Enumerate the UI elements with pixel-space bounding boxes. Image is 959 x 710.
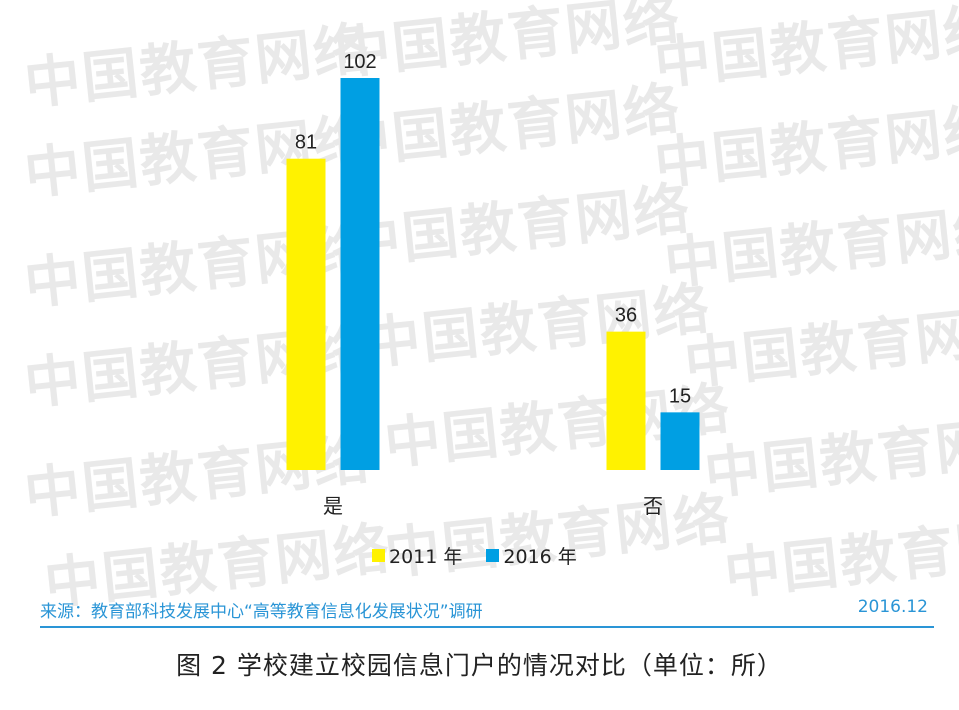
legend-item-2016: 2016 年 (486, 542, 577, 569)
bar-2016-1 (660, 412, 700, 470)
legend-label-2016: 2016 年 (503, 546, 577, 568)
category-label: 是 (323, 494, 343, 518)
source-label: 来源：教育部科技发展中心“高等教育信息化发展状况”调研 (40, 602, 483, 622)
category-label: 否 (643, 494, 663, 518)
data-label: 81 (295, 132, 317, 154)
legend-label-2011: 2011 年 (389, 546, 463, 568)
chart-legend: 2011 年 2016 年 (372, 542, 601, 569)
bar-2016-0 (340, 78, 380, 470)
bar-2011-1 (606, 331, 646, 470)
legend-swatch-2016 (486, 549, 500, 562)
bar-chart: 81 102 是 36 15 否 (286, 51, 700, 518)
source-date: 2016.12 (857, 597, 928, 617)
data-label: 102 (343, 51, 376, 73)
bar-2011-0 (286, 158, 326, 471)
source-row: 来源：教育部科技发展中心“高等教育信息化发展状况”调研 2016.12 (40, 597, 928, 622)
divider-line (40, 626, 934, 628)
figure-caption: 图 2 学校建立校园信息门户的情况对比（单位：所） (176, 651, 783, 680)
legend-item-2011: 2011 年 (372, 542, 462, 569)
legend-swatch-2011 (372, 549, 385, 562)
data-label: 15 (669, 385, 691, 407)
data-label: 36 (615, 305, 637, 327)
